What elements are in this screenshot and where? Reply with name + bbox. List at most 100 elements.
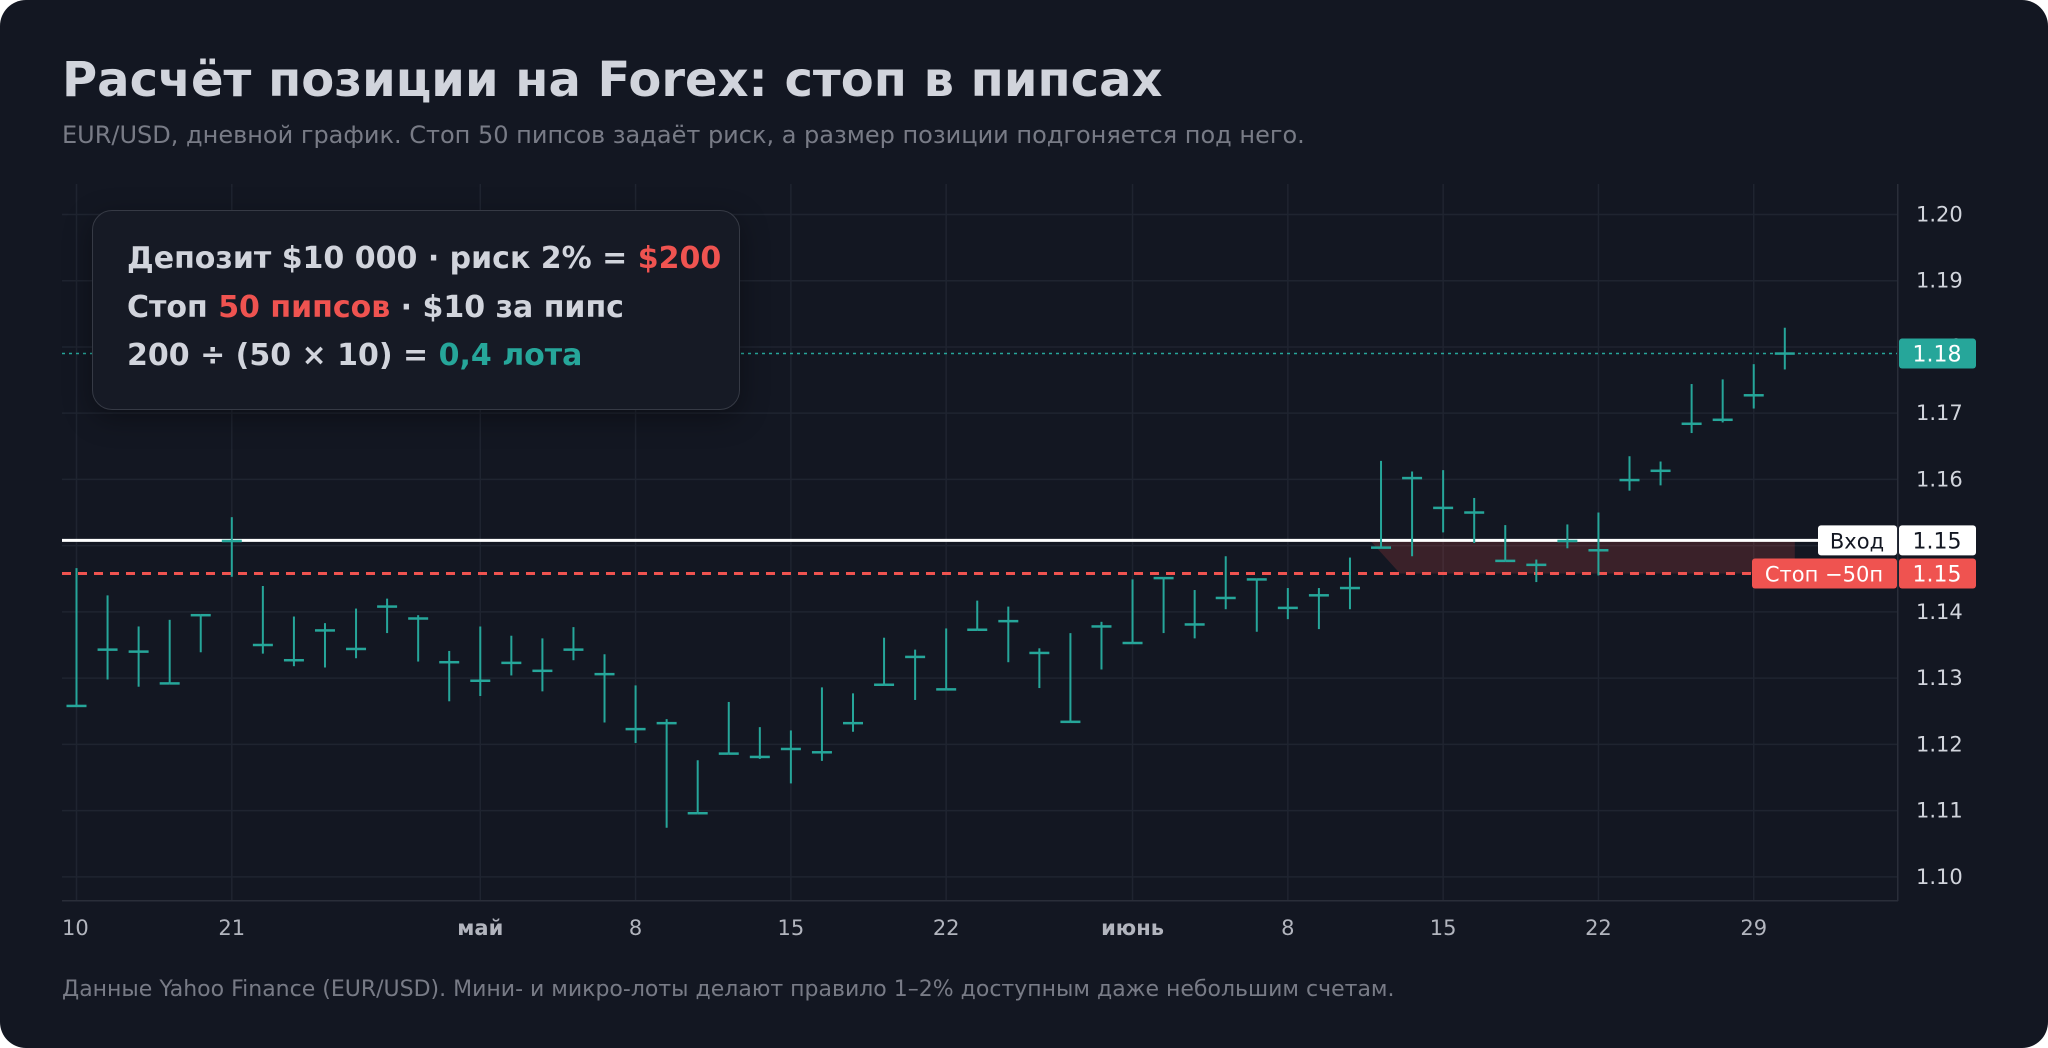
info-stop-text: Стоп	[127, 290, 219, 325]
ohlc-bar	[1215, 556, 1236, 610]
ohlc-bar	[936, 628, 957, 691]
y-tick-label: 1.14	[1916, 600, 1963, 624]
ohlc-bar	[314, 623, 335, 668]
entry-name-bg	[1818, 525, 1897, 556]
stop-name-label: Стоп −50п	[1765, 562, 1883, 586]
ohlc-bar	[1060, 633, 1081, 724]
chart-footer: Данные Yahoo Finance (EUR/USD). Мини- и …	[62, 977, 1395, 1002]
y-tick-label: 1.17	[1916, 401, 1963, 425]
risk-zone	[1369, 540, 1795, 574]
ohlc-bar	[967, 600, 988, 632]
stop-price-label-bg	[1899, 558, 1976, 589]
info-line-lot: 200 ÷ (50 × 10) = 0,4 лота	[127, 338, 582, 373]
info-stop-pips: 50 пипсов	[218, 290, 391, 325]
x-tick-label: 22	[1585, 916, 1612, 940]
y-tick-label: 1.10	[1916, 865, 1963, 889]
entry-name-label: Вход	[1830, 529, 1884, 553]
ohlc-bar	[718, 701, 739, 755]
ohlc-bar	[1557, 524, 1578, 549]
stop-price-label: 1.15	[1913, 562, 1962, 587]
ohlc-bar	[1091, 621, 1112, 670]
ohlc-bar	[1743, 364, 1764, 409]
price-labels: 1.18 1.15 1.15 Вход Стоп −50п	[1752, 338, 1976, 589]
ohlc-bar	[843, 693, 863, 732]
y-tick-label: 1.20	[1916, 202, 1963, 226]
chart-subtitle: EUR/USD, дневной график. Стоп 50 пипсов …	[62, 121, 1305, 149]
x-tick-label: июнь	[1101, 916, 1164, 940]
ohlc-bar	[1029, 648, 1050, 689]
ohlc-bar	[66, 568, 87, 708]
ohlc-bar	[97, 595, 118, 680]
x-tick-label: 29	[1740, 916, 1767, 940]
info-formula: 200 ÷ (50 × 10) =	[127, 338, 439, 373]
x-tick-label: 21	[218, 916, 245, 940]
x-tick-label: 22	[933, 916, 960, 940]
x-tick-label: 15	[778, 916, 805, 940]
position-calc-box: Депозит $10 000 · риск 2% = $200 Стоп 50…	[92, 210, 740, 410]
ohlc-bar	[283, 616, 304, 667]
ohlc-bar	[1712, 379, 1733, 423]
ohlc-bar	[439, 650, 460, 702]
y-tick-label: 1.16	[1916, 467, 1963, 491]
price-levels	[62, 352, 1897, 575]
y-tick-label: 1.11	[1916, 799, 1963, 823]
x-tick-label: 10	[62, 916, 89, 940]
ohlc-bar	[1774, 327, 1795, 370]
stop-name-bg	[1752, 558, 1897, 589]
ohlc-bar	[811, 687, 832, 761]
ohlc-bar	[346, 608, 367, 659]
ohlc-bar	[252, 586, 273, 654]
ohlc-bar	[221, 517, 242, 577]
ohlc-bar	[998, 606, 1019, 663]
y-tick-label: 1.19	[1916, 269, 1963, 293]
ohlc-bar	[687, 760, 708, 815]
ohlc-bar	[1526, 559, 1547, 583]
price-scale-border	[1897, 184, 1899, 901]
ohlc-bar	[128, 626, 149, 687]
ohlc-bar	[780, 730, 801, 784]
info-risk-amount: $200	[637, 241, 722, 276]
info-deposit-text: Депозит $10 000 · риск 2% =	[127, 241, 638, 276]
candles	[66, 327, 1795, 828]
ohlc-bar	[1308, 588, 1329, 630]
ohlc-bar	[594, 654, 615, 723]
ohlc-bar	[874, 637, 895, 686]
x-tick-label: 8	[629, 916, 642, 940]
ohlc-bar	[1402, 471, 1423, 557]
ohlc-bar	[532, 638, 553, 692]
ohlc-bar	[1339, 557, 1360, 610]
ohlc-bar	[1277, 588, 1298, 620]
ohlc-bar	[408, 615, 429, 662]
ohlc-bar	[1433, 470, 1454, 533]
ohlc-bar	[1153, 576, 1174, 634]
ohlc-bar	[625, 685, 646, 744]
info-pip-value: · $10 за пипс	[390, 290, 624, 325]
chart-title: Расчёт позиции на Forex: стоп в пипсах	[62, 52, 1163, 108]
info-line-stop: Стоп 50 пипсов · $10 за пипс	[127, 290, 624, 325]
risk-zone-area	[1369, 540, 1795, 574]
last-price-label-bg	[1899, 338, 1976, 369]
ohlc-bar	[159, 619, 180, 685]
ohlc-bar	[1495, 525, 1516, 563]
ohlc-bar	[563, 627, 584, 661]
entry-price-label-bg	[1899, 525, 1976, 556]
ohlc-bar	[1650, 461, 1671, 486]
info-line-deposit: Депозит $10 000 · риск 2% = $200	[127, 241, 721, 276]
ohlc-bar	[1371, 460, 1392, 549]
ohlc-bar	[501, 635, 522, 676]
ohlc-bar	[1464, 497, 1485, 543]
ohlc-bar	[1681, 384, 1702, 434]
chart-bottom-border	[62, 900, 1898, 902]
ohlc-bar	[1588, 512, 1609, 576]
ohlc-bar	[905, 649, 926, 700]
last-price-label: 1.18	[1913, 343, 1962, 368]
x-tick-label: 8	[1281, 916, 1294, 940]
x-tick-label: 15	[1430, 916, 1457, 940]
ohlc-bar	[190, 613, 211, 653]
x-axis: 10 21 май 8 15 22 июнь 8 15 22 29	[62, 916, 1767, 940]
ohlc-bar	[1122, 579, 1143, 645]
ohlc-bar	[377, 598, 398, 634]
y-tick-label: 1.13	[1916, 666, 1963, 690]
